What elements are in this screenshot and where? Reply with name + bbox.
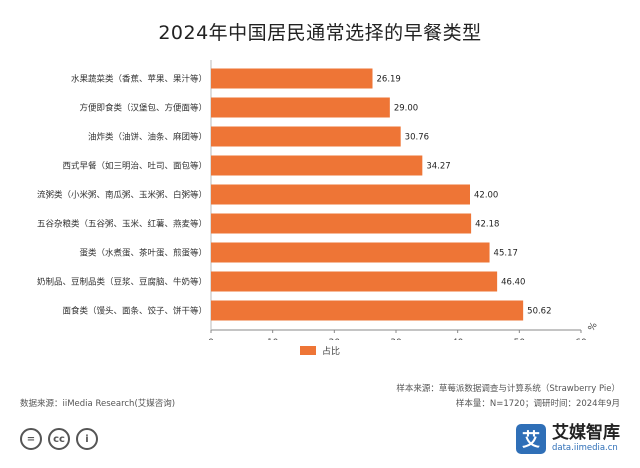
category-label: 西式早餐（如三明治、吐司、面包等） [62,161,207,172]
bar-chart: 0 10 20 30 40 50 60% 水果蔬菜类（香蕉、苹果、果汁等） 26.19 方便即食类… [37,60,600,340]
brand-logo: 艾 艾媒智库 data.iimedia.cn [516,424,620,454]
sample-info: 样本来源：草莓派数据调查与计算系统（Strawberry Pie） 样本量：N=… [396,382,620,412]
bar [211,300,524,321]
bar [211,126,401,147]
equals-icon: = [20,428,42,450]
category-label: 蛋类（水煮蛋、茶叶蛋、煎蛋等） [79,248,207,259]
x-tick-label: 20 [329,338,341,340]
data-source: 数据来源：iiMedia Research(艾媒咨询) [20,399,176,409]
data-label: 42.00 [474,191,498,201]
data-label: 45.17 [494,249,518,259]
bar [211,68,373,89]
category-label: 流粥类（小米粥、南瓜粥、玉米粥、白粥等） [37,190,207,201]
legend-label: 占比 [322,347,341,357]
x-tick-label: 10 [267,338,279,340]
brand-name: 艾媒智库 [552,423,620,443]
legend-swatch [300,346,316,355]
cc-icon: cc [48,428,70,450]
data-label: 46.40 [501,278,525,288]
sample-source: 样本来源：草莓派数据调查与计算系统（Strawberry Pie） [396,384,620,394]
x-tick-label: 30 [390,338,402,340]
brand-url: data.iimedia.cn [552,443,618,453]
x-tick-label: 60 [575,338,587,340]
x-tick-label: 0 [208,338,214,340]
iimedia-logo-icon: 艾 [516,424,546,454]
bar [211,184,470,205]
data-label: 50.62 [527,307,551,317]
category-label: 油炸类（油饼、油条、麻团等） [88,132,207,143]
data-label: 34.27 [426,162,450,172]
category-label: 面食类（馒头、面条、饺子、饼干等） [62,306,207,317]
person-icon: i [76,428,98,450]
data-label: 42.18 [475,220,499,230]
category-label: 五谷杂粮类（五谷粥、玉米、红薯、燕麦等） [37,219,207,230]
x-tick-label: 50 [514,338,526,340]
data-label: 29.00 [394,104,418,114]
category-label: 奶制品、豆制品类（豆浆、豆腐脑、牛奶等） [37,277,207,288]
x-tick-label: 40 [452,338,464,340]
bar [211,271,498,292]
data-label: 26.19 [377,75,401,85]
category-label: 方便即食类（汉堡包、方便面等） [79,103,207,114]
license-icons: = cc i [20,428,98,450]
bar [211,155,423,176]
bar [211,97,390,118]
data-label: 30.76 [405,133,429,143]
chart-title: 2024年中国居民通常选择的早餐类型 [158,22,482,44]
bar [211,242,490,263]
legend: 占比 [300,344,340,357]
category-label: 水果蔬菜类（香蕉、苹果、果汁等） [71,74,207,85]
x-unit-label: % [587,320,600,333]
sample-size: 样本量：N=1720；调研时间：2024年9月 [455,399,620,409]
bar [211,213,472,234]
